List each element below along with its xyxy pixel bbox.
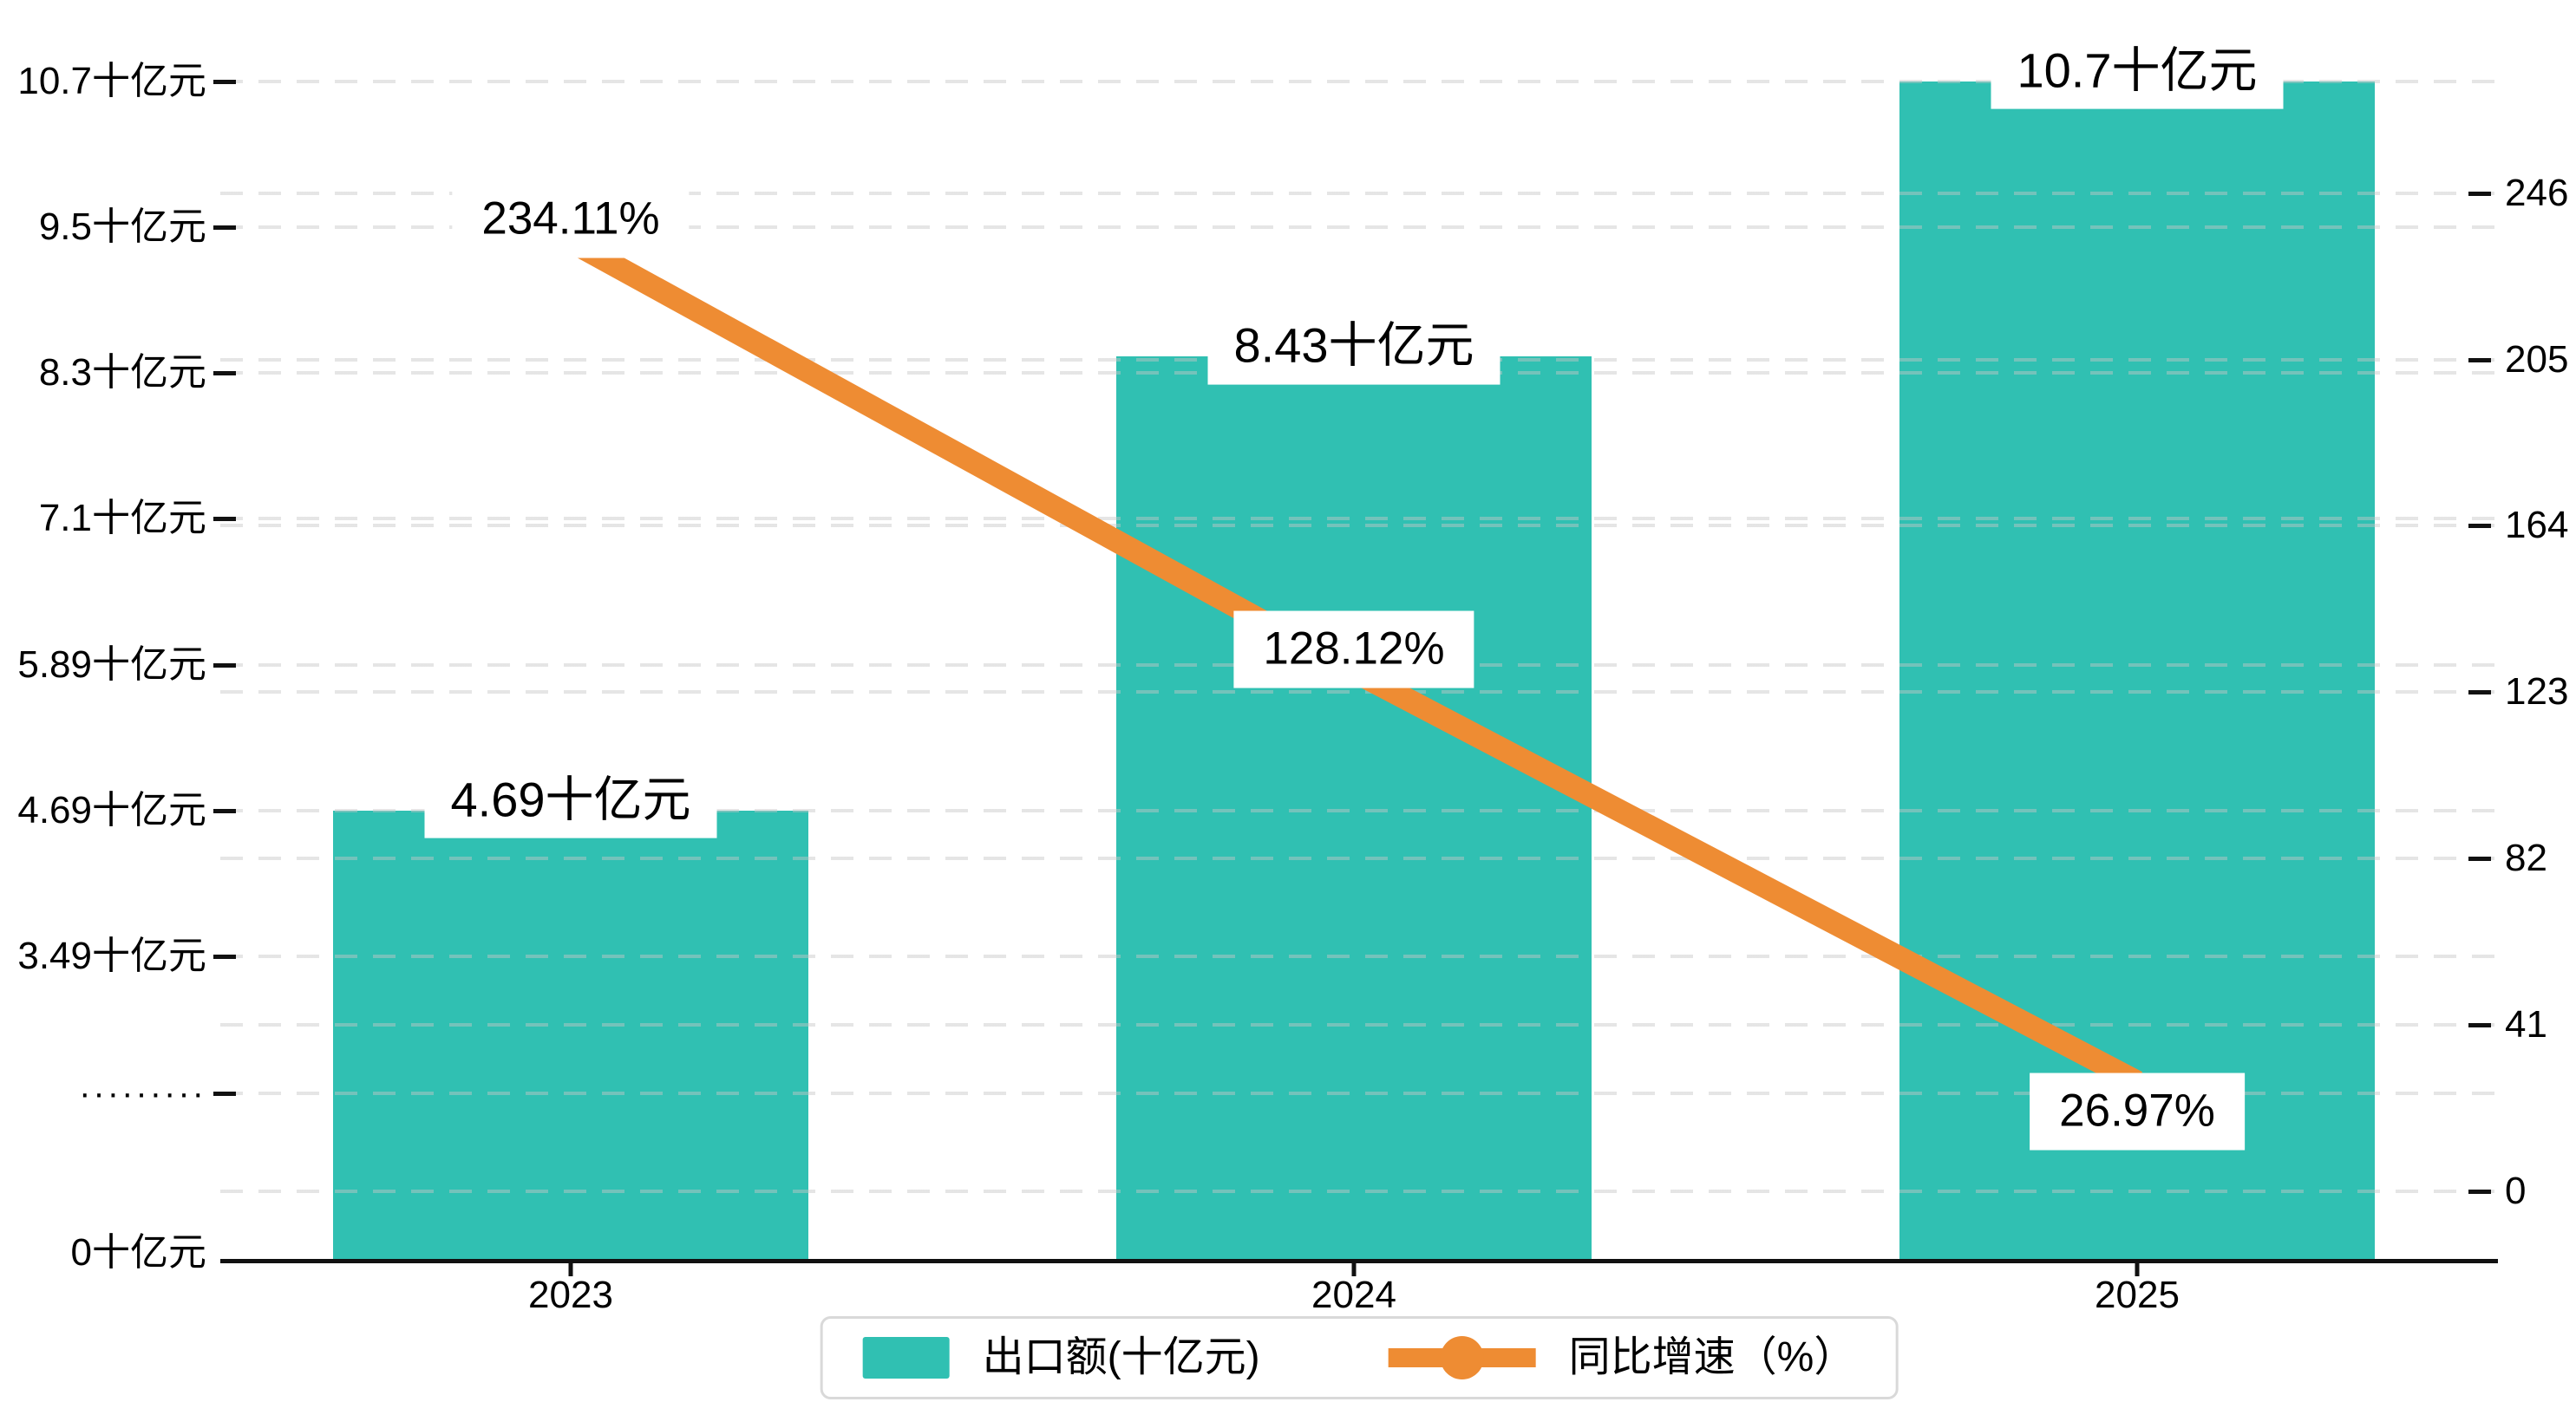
left-axis-tick: 10.7十亿元 xyxy=(17,59,206,102)
right-axis-tick: 246 xyxy=(2505,171,2569,214)
left-tick-mark xyxy=(213,955,236,959)
left-tick-mark xyxy=(213,516,236,521)
legend-dot-icon xyxy=(1440,1336,1484,1379)
left-axis-tick: 9.5十亿元 xyxy=(38,205,206,248)
x-tick-label: 2023 xyxy=(528,1274,613,1316)
right-axis-tick: 82 xyxy=(2505,837,2547,880)
right-tick-mark xyxy=(2468,690,2491,695)
right-tick-mark xyxy=(2468,1190,2491,1194)
x-tick-mark xyxy=(1351,1259,1357,1276)
left-axis-tick: 5.89十亿元 xyxy=(17,643,206,686)
bar-value-label: 10.7十亿元 xyxy=(1991,32,2284,109)
right-axis-tick: 0 xyxy=(2505,1170,2527,1212)
growth-value-label: 26.97% xyxy=(2030,1073,2245,1151)
growth-value-label: 128.12% xyxy=(1233,610,1474,688)
left-tick-mark xyxy=(213,809,236,813)
x-tick-label: 2025 xyxy=(2095,1274,2180,1316)
left-axis-tick: 7.1十亿元 xyxy=(38,496,206,539)
right-tick-mark xyxy=(2468,191,2491,196)
right-tick-mark xyxy=(2468,857,2491,862)
legend-bar-swatch xyxy=(862,1337,950,1379)
left-axis-tick: 0十亿元 xyxy=(70,1231,206,1274)
bar-2023 xyxy=(333,811,808,1259)
x-tick-mark xyxy=(568,1259,573,1276)
right-axis-tick: 123 xyxy=(2505,670,2569,714)
bar-2024 xyxy=(1116,356,1592,1259)
left-tick-mark xyxy=(213,663,236,668)
left-axis-tick: 8.3十亿元 xyxy=(38,350,206,394)
x-tick-mark xyxy=(2135,1259,2140,1276)
right-axis-tick: 41 xyxy=(2505,1003,2547,1047)
legend-label-export: 出口额(十亿元) xyxy=(982,1334,1260,1380)
left-tick-mark xyxy=(213,370,236,375)
right-tick-mark xyxy=(2468,1023,2491,1028)
growth-value-label: 234.11% xyxy=(452,180,690,258)
x-tick-label: 2024 xyxy=(1311,1274,1396,1316)
left-axis-tick: 4.69十亿元 xyxy=(17,789,206,831)
left-axis-tick: ········· xyxy=(79,1074,206,1112)
bar-value-label: 4.69十亿元 xyxy=(424,761,717,838)
right-tick-mark xyxy=(2468,357,2491,362)
right-tick-mark xyxy=(2468,524,2491,529)
right-axis-tick: 164 xyxy=(2505,504,2569,547)
x-axis-line xyxy=(220,1259,2498,1263)
legend-line-swatch xyxy=(1388,1336,1536,1379)
left-tick-mark xyxy=(213,1092,236,1096)
left-tick-mark xyxy=(213,225,236,230)
bar-value-label: 8.43十亿元 xyxy=(1207,308,1500,385)
left-axis-tick: 3.49十亿元 xyxy=(17,935,206,977)
left-tick-mark xyxy=(213,79,236,84)
legend-label-growth: 同比增速（%） xyxy=(1568,1334,1856,1380)
right-axis-tick: 205 xyxy=(2505,337,2569,381)
legend: 出口额(十亿元) 同比增速（%） xyxy=(820,1316,1899,1399)
